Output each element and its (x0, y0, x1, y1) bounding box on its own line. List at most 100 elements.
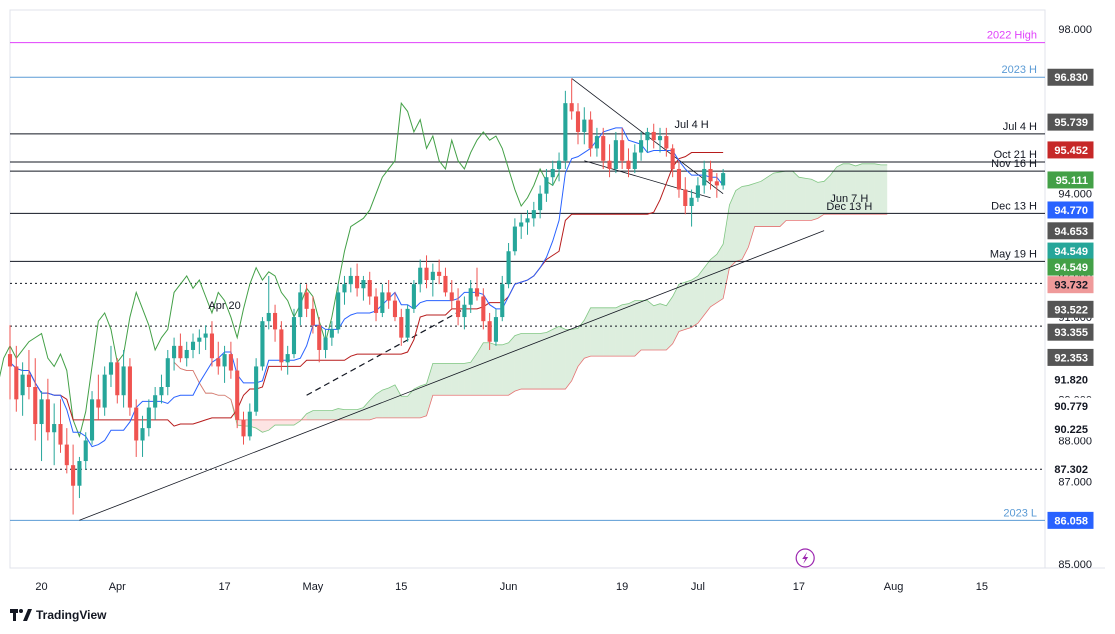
candle-body (108, 362, 114, 375)
candle-body (563, 103, 568, 161)
candle-body (77, 461, 82, 486)
candle-body (449, 292, 454, 301)
candle-body (367, 280, 372, 297)
kumo-segment (426, 363, 433, 416)
candle-body (115, 362, 120, 396)
candle-body (544, 177, 549, 194)
level-label: Dec 13 H (991, 200, 1037, 212)
candle-body (506, 251, 511, 285)
kumo-segment (773, 172, 780, 227)
candle-body (39, 399, 44, 425)
candle-body (594, 136, 599, 149)
price-badge (1047, 258, 1094, 276)
kumo-segment (546, 329, 553, 390)
kumo-segment (382, 388, 389, 418)
y-tick-label: 85.000 (1058, 559, 1092, 571)
level-label: Jul 4 H (1003, 121, 1037, 133)
kumo-segment (874, 163, 881, 215)
candle-body (481, 296, 486, 322)
kumo-segment (502, 342, 509, 396)
kumo-segment (786, 171, 793, 221)
kumo-segment (596, 307, 604, 357)
tradingview-logo[interactable]: TradingView (10, 608, 106, 622)
candle-body (689, 197, 694, 206)
kumo-segment (445, 363, 452, 396)
candle-body (102, 374, 107, 408)
kumo-segment (798, 177, 806, 221)
kumo-segment (577, 320, 585, 367)
candle-body (71, 465, 76, 486)
candle-body (336, 292, 341, 330)
kumo-segment (609, 307, 616, 357)
price-badge (1047, 201, 1094, 219)
candle-body (58, 424, 63, 445)
level-label: May 19 H (990, 248, 1037, 260)
candle-body (569, 103, 574, 112)
candle-body (380, 292, 385, 313)
candle-body (531, 210, 536, 219)
kumo-segment (647, 300, 654, 350)
price-badge (1047, 420, 1094, 438)
kumo-segment (464, 362, 471, 396)
candle-body (386, 292, 391, 301)
kumo-segment (704, 259, 711, 316)
kumo-segment (350, 409, 358, 420)
annotation-label: Jun 7 H (830, 193, 868, 205)
candle-body (96, 399, 101, 408)
candle-body (127, 366, 132, 408)
kumo-segment (407, 389, 414, 418)
kumo-segment (824, 175, 831, 215)
price-badge (1047, 323, 1094, 341)
candle-body (222, 354, 227, 367)
candle-body (512, 226, 517, 252)
kumo-segment (369, 394, 377, 420)
candle-body (708, 168, 713, 182)
candle-body (651, 131, 656, 141)
price-badge-text: 90.225 (1054, 424, 1088, 436)
kumo-segment (634, 300, 642, 357)
candle-body (664, 136, 669, 149)
x-tick-label: 19 (616, 581, 628, 593)
kumo-segment (868, 163, 875, 215)
kumo-segment (849, 163, 856, 215)
kumo-segment (761, 177, 768, 227)
candle-body (702, 168, 707, 186)
candle-body (89, 399, 95, 441)
kumo-segment (521, 333, 528, 390)
price-badge-text: 87.302 (1054, 464, 1088, 476)
candle-body (304, 292, 309, 309)
candle-body (348, 275, 353, 285)
candle-body (310, 308, 315, 326)
x-tick-label: May (303, 581, 324, 593)
kumo-segment (615, 304, 623, 357)
candle-body (342, 284, 347, 293)
candle-body (411, 284, 416, 309)
x-tick-label: 15 (395, 581, 407, 593)
kumo-segment (729, 190, 736, 268)
kumo-segment (477, 342, 484, 396)
descending-channel-bottom (584, 160, 711, 199)
kumo-segment (432, 363, 440, 396)
x-tick-label: Aug (884, 581, 904, 593)
kumo-segment (622, 303, 629, 357)
candle-body (323, 337, 328, 350)
price-badge-text: 90.779 (1054, 401, 1088, 413)
kumo-segment (685, 280, 692, 330)
candle-body (462, 304, 467, 318)
price-badge-text: 94.549 (1054, 246, 1088, 258)
candle-body (424, 267, 429, 281)
candle-body (260, 321, 265, 367)
kumo-segment (527, 333, 534, 390)
kumo-segment (489, 342, 496, 396)
level-label: Oct 21 H (994, 149, 1037, 161)
brand-label: TradingView (36, 608, 107, 622)
candle-body (317, 325, 322, 350)
candle-body (474, 288, 480, 297)
level-label: Nov 16 H (991, 158, 1037, 170)
candle-body (399, 317, 404, 338)
candle-body (33, 387, 38, 425)
candle-body (645, 131, 650, 141)
candle-body (279, 329, 284, 363)
kumo-segment (861, 163, 869, 215)
